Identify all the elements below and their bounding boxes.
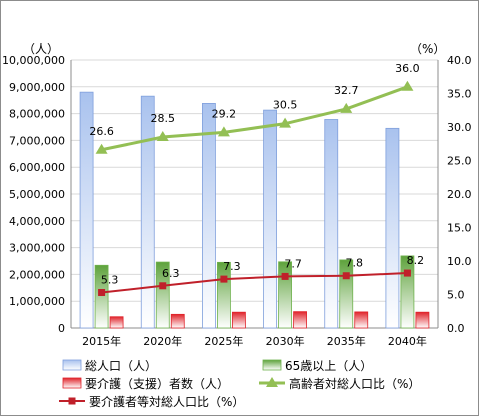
right-tick-label: 5.0 <box>447 289 465 302</box>
legend-label: 要介護者等対総人口比（%） <box>89 394 244 409</box>
care-ratio-label: 7.8 <box>346 257 364 270</box>
elderly-ratio-label: 30.5 <box>273 99 298 112</box>
bar-care <box>415 311 430 329</box>
category-label: 2020年 <box>143 334 182 348</box>
legend-swatch <box>262 359 282 371</box>
category-label: 2015年 <box>82 334 121 348</box>
care-ratio-label: 6.3 <box>162 267 180 280</box>
legend-marker <box>266 377 278 387</box>
left-tick-label: 5,000,000 <box>9 188 65 201</box>
left-tick-label: 3,000,000 <box>9 242 65 255</box>
care-ratio-marker <box>281 272 289 280</box>
left-tick-label: 10,000,000 <box>2 54 65 67</box>
left-tick-label: 6,000,000 <box>9 161 65 174</box>
right-tick-label: 10.0 <box>447 255 472 268</box>
left-tick-label: 2,000,000 <box>9 268 65 281</box>
left-tick-label: 9,000,000 <box>9 81 65 94</box>
legend-label: 総人口（人） <box>85 359 157 373</box>
legend-swatch <box>62 377 82 389</box>
care-ratio-line <box>101 272 408 294</box>
legend-marker <box>68 397 76 405</box>
left-axis-unit: （人） <box>23 42 59 56</box>
left-tick-label: 1,000,000 <box>9 295 65 308</box>
left-tick-label: 7,000,000 <box>9 134 65 147</box>
elderly-ratio-marker <box>95 143 108 154</box>
care-ratio-marker <box>220 275 228 283</box>
bar-care <box>354 311 369 329</box>
category-label: 2035年 <box>327 334 366 348</box>
bar-care <box>170 313 185 329</box>
legend-label: 高齢者対総人口比（%） <box>289 376 420 391</box>
bar-total <box>79 91 94 329</box>
legend-swatch <box>62 359 82 371</box>
left-tick-label: 8,000,000 <box>9 108 65 121</box>
elderly-ratio-marker <box>279 117 292 128</box>
legend-label: 要介護（支援）者数（人） <box>85 376 229 391</box>
care-ratio-label: 7.3 <box>223 260 241 273</box>
care-ratio-marker <box>342 272 350 280</box>
bar-total <box>202 103 216 329</box>
elderly-ratio-marker <box>156 131 169 142</box>
line-series <box>95 80 414 296</box>
elderly-ratio-marker <box>340 102 353 113</box>
category-label: 2030年 <box>266 334 305 348</box>
right-tick-label: 35.0 <box>447 88 472 101</box>
care-ratio-label: 8.2 <box>407 254 425 267</box>
bar-total <box>324 119 339 329</box>
elderly-ratio-line <box>101 85 408 152</box>
bar-total <box>263 109 277 329</box>
elderly-ratio-label: 28.5 <box>151 112 176 125</box>
elderly-ratio-label: 29.2 <box>212 107 237 120</box>
elderly-ratio-label: 36.0 <box>395 62 420 75</box>
bar-elderly <box>155 261 170 329</box>
care-ratio-label: 5.3 <box>101 273 119 286</box>
bar-elderly <box>94 264 109 329</box>
care-ratio-marker <box>403 269 411 277</box>
care-ratio-marker <box>98 288 106 296</box>
bar-total <box>140 95 155 329</box>
elderly-ratio-marker <box>217 126 230 137</box>
left-tick-label: 4,000,000 <box>9 215 65 228</box>
care-ratio-marker <box>159 282 167 290</box>
right-tick-label: 40.0 <box>447 54 472 67</box>
data-labels: 26.6 28.5 29.2 30.5 32.7 36.0 5.3 6.3 7.3 7.7 7.8 8… <box>89 62 424 287</box>
right-tick-label: 0.0 <box>447 322 465 335</box>
legend: 総人口（人） 65歳以上（人） 要介護（支援）者数（人） 高齢者対総人口比（%） 要介護… <box>59 359 420 409</box>
bar-elderly <box>339 259 354 329</box>
right-tick-label: 30.0 <box>447 121 472 134</box>
right-tick-label: 15.0 <box>447 222 472 235</box>
bar-care <box>232 311 246 329</box>
bar-elderly <box>278 261 292 329</box>
right-tick-label: 25.0 <box>447 155 472 168</box>
elderly-ratio-label: 32.7 <box>334 84 359 97</box>
right-axis-unit: （%） <box>410 42 445 56</box>
category-label: 2040年 <box>388 334 427 348</box>
left-tick-label: 0 <box>58 322 65 335</box>
elderly-ratio-marker <box>401 80 414 91</box>
care-ratio-label: 7.7 <box>284 257 302 270</box>
gridlines <box>70 59 439 329</box>
axis-ticks: 0 1,000,000 2,000,000 3,000,000 4,000,000 5,0… <box>2 54 471 348</box>
bar-total <box>385 127 400 329</box>
elderly-ratio-label: 26.6 <box>89 125 114 138</box>
bar-care <box>293 311 307 329</box>
bar-care <box>109 316 124 329</box>
right-tick-label: 20.0 <box>447 188 472 201</box>
legend-label: 65歳以上（人） <box>285 359 372 373</box>
category-label: 2025年 <box>204 334 243 348</box>
